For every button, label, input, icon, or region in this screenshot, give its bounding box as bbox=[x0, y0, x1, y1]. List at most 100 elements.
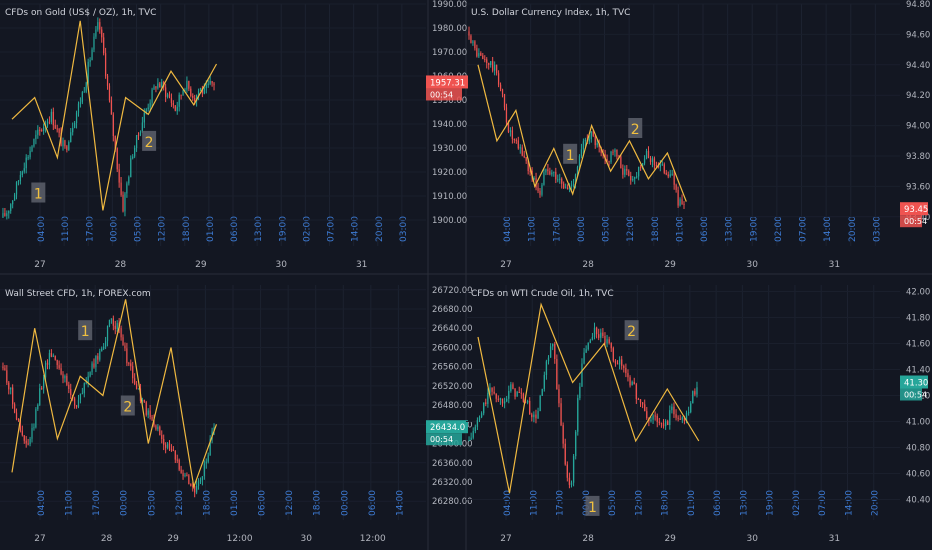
candle-body bbox=[139, 132, 142, 136]
candle-body bbox=[153, 86, 155, 90]
candle-body bbox=[629, 377, 631, 386]
candle-body bbox=[653, 158, 656, 166]
time-tick-label: 03:00 bbox=[399, 216, 409, 242]
date-tick-label: 29 bbox=[167, 534, 179, 544]
candle-body bbox=[662, 423, 665, 427]
candle-body bbox=[685, 413, 688, 421]
time-tick-label: 00:00 bbox=[120, 490, 130, 516]
candle-body bbox=[556, 358, 558, 390]
candle-body bbox=[626, 168, 628, 171]
candle-body bbox=[46, 362, 49, 365]
wave-label-bg bbox=[624, 320, 639, 341]
candle-body bbox=[75, 112, 78, 124]
chart-title: CFDs on WTI Crude Oil, 1h, TVC bbox=[471, 289, 614, 299]
candle-body bbox=[70, 389, 72, 396]
candle-body bbox=[635, 384, 638, 399]
candle-body bbox=[172, 102, 174, 106]
candle-body bbox=[95, 356, 97, 368]
candle-body bbox=[147, 107, 149, 110]
time-tick-label: 01:00 bbox=[230, 490, 240, 516]
candle-body bbox=[600, 147, 602, 154]
y-tick-label: 1930.00 bbox=[432, 144, 467, 154]
candle-body bbox=[70, 132, 72, 143]
candle-body bbox=[485, 402, 487, 404]
candle-body bbox=[537, 411, 539, 419]
candle-body bbox=[54, 355, 56, 360]
date-tick-label: 30 bbox=[747, 260, 759, 270]
candle-body bbox=[93, 363, 95, 368]
candle-body bbox=[161, 435, 163, 440]
time-tick-label: 19:00 bbox=[278, 216, 288, 242]
candle-body bbox=[631, 381, 633, 386]
time-tick-label: 14:00 bbox=[844, 490, 854, 516]
candle-body bbox=[564, 443, 566, 465]
candle-body bbox=[565, 187, 567, 189]
candle-body bbox=[10, 204, 12, 211]
candle-body bbox=[641, 402, 644, 405]
candle-body bbox=[2, 213, 4, 218]
candle-body bbox=[58, 128, 60, 133]
candle-body bbox=[209, 80, 211, 84]
candle-body bbox=[108, 85, 111, 101]
date-tick-label: 29 bbox=[664, 260, 676, 270]
time-tick-label: 12:00 bbox=[285, 490, 295, 516]
candle-body bbox=[512, 384, 514, 389]
candle-body bbox=[639, 399, 642, 403]
time-tick-label: 05:00 bbox=[608, 490, 618, 516]
candle-body bbox=[618, 359, 621, 365]
time-tick-label: 19:00 bbox=[749, 216, 759, 242]
candle-body bbox=[6, 370, 8, 383]
candle-body bbox=[630, 175, 632, 181]
candle-body bbox=[493, 391, 495, 394]
wave-label-bg bbox=[142, 130, 157, 151]
candle-body bbox=[673, 406, 675, 415]
candle-body bbox=[209, 439, 211, 456]
candle-body bbox=[58, 365, 60, 369]
chart-panel-2: 04:00 11:00 17:00 00:00 05:00 12:00 18:00 01:00… bbox=[466, 0, 930, 270]
candle-body bbox=[639, 166, 642, 168]
chart-title: CFDs on Gold (US$ / OZ), 1h, TVC bbox=[5, 8, 156, 18]
candle-body bbox=[31, 146, 33, 152]
candle-body bbox=[539, 395, 541, 412]
date-tick-label: 30 bbox=[276, 260, 288, 270]
candle-body bbox=[580, 149, 583, 157]
candle-body bbox=[31, 427, 33, 439]
candle-body bbox=[39, 129, 41, 131]
candle-body bbox=[8, 382, 10, 390]
candle-body bbox=[73, 123, 76, 128]
candle-body bbox=[134, 148, 136, 157]
candle-body bbox=[50, 353, 52, 357]
candle-body bbox=[677, 190, 679, 206]
time-tick-label: 01:00 bbox=[206, 216, 216, 242]
candle-body bbox=[62, 374, 64, 379]
candle-body bbox=[622, 168, 624, 175]
candle-body bbox=[657, 165, 659, 168]
candle-body bbox=[583, 352, 585, 364]
candle-body bbox=[68, 142, 70, 150]
candle-body bbox=[690, 403, 692, 413]
candle-body bbox=[120, 328, 122, 338]
candle-body bbox=[551, 172, 553, 175]
candle-body bbox=[128, 177, 130, 184]
candle-body bbox=[178, 94, 180, 107]
candle-body bbox=[21, 171, 23, 176]
candle-body bbox=[606, 158, 608, 162]
candle-body bbox=[157, 426, 159, 430]
candle-body bbox=[492, 61, 494, 71]
time-tick-label: 12:00 bbox=[626, 216, 636, 242]
candle-body bbox=[44, 362, 47, 378]
candle-body bbox=[8, 210, 10, 214]
candle-body bbox=[522, 393, 525, 402]
time-tick-label: 06:00 bbox=[713, 490, 723, 516]
candle-body bbox=[99, 351, 101, 360]
date-tick-label: 28 bbox=[115, 260, 127, 270]
candle-body bbox=[207, 83, 209, 85]
last-price-label: 93.45 bbox=[904, 205, 928, 215]
date-tick-label: 12:00 bbox=[360, 534, 386, 544]
candle-body bbox=[13, 194, 16, 201]
candle-body bbox=[553, 171, 555, 173]
candle-body bbox=[165, 444, 167, 448]
y-tick-label: 1980.00 bbox=[432, 24, 467, 34]
countdown-label: 00:54 bbox=[430, 435, 453, 444]
candle-body bbox=[633, 381, 635, 385]
